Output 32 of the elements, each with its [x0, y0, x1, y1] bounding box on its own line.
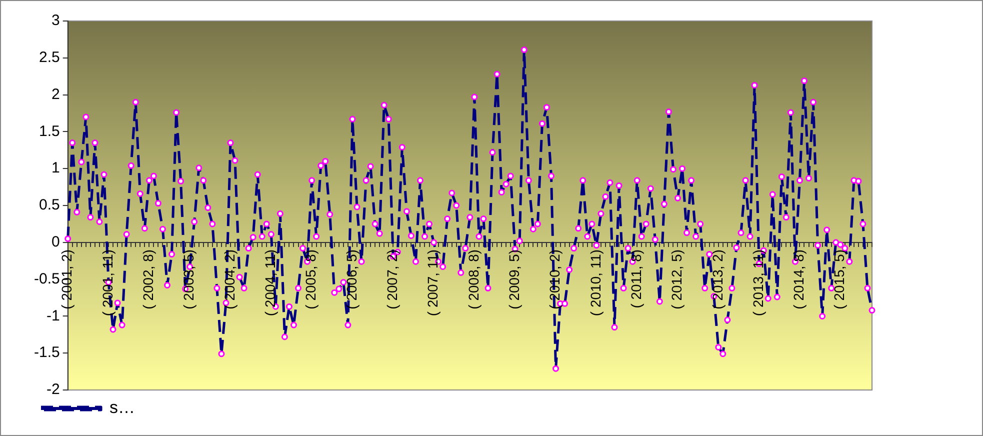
x-tick-label: ( 2003, 5): [180, 249, 197, 310]
x-tick-label: ( 2005, 8): [302, 249, 319, 310]
x-tick-label: ( 2013, 2): [709, 249, 726, 310]
x-tick-label: ( 2001, 11): [99, 249, 116, 316]
x-tick-label: ( 2014, 8): [790, 249, 807, 310]
y-tick-label: -1.5: [34, 344, 60, 362]
x-tick-label: ( 2008, 8): [465, 249, 482, 310]
y-tick-label: 0: [52, 234, 60, 251]
legend-label: s…: [110, 398, 135, 418]
x-tick-label: ( 2010, 2): [546, 249, 563, 310]
x-tick-label: ( 2010, 11): [587, 249, 604, 316]
y-tick-label: 1: [52, 160, 60, 177]
x-tick-label: ( 2004, 2): [221, 249, 238, 310]
y-tick-label: 1.5: [38, 122, 60, 140]
y-tick-label: 2.5: [38, 49, 60, 66]
y-tick-label: 0.5: [38, 196, 60, 214]
x-tick-label: ( 2015, 5): [831, 249, 848, 310]
y-tick-label: 2: [52, 86, 60, 103]
x-tick-label: ( 2011, 8): [628, 249, 644, 308]
x-tick-label: ( 2007, 2): [384, 249, 400, 310]
y-tick-label: -2: [46, 381, 60, 398]
x-tick-label: ( 2009, 5): [506, 249, 522, 310]
x-tick-label: ( 2002, 8): [140, 249, 156, 310]
y-tick-label: -1: [46, 307, 60, 324]
x-tick-label: ( 2006, 5): [343, 249, 360, 310]
x-tick-label: ( 2012, 5): [668, 249, 685, 310]
y-tick-label: 3: [52, 12, 60, 30]
x-tick-label: ( 2004, 11): [262, 249, 278, 316]
x-tick-label: ( 2013, 11): [750, 249, 766, 316]
y-tick-label: -0.5: [34, 270, 60, 288]
x-tick-label: ( 2001, 2): [58, 249, 75, 310]
x-tick-label: ( 2007, 11): [424, 249, 441, 316]
